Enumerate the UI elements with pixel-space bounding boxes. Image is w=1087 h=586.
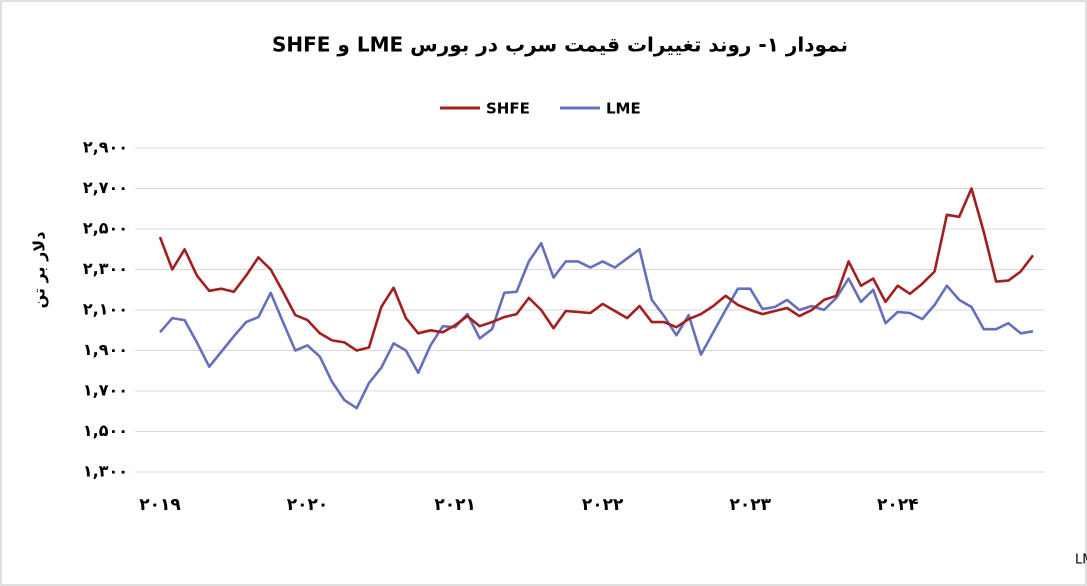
x-tick-label: ۲۰۲۰ [287, 495, 329, 515]
y-tick-label: ۲,۱۰۰ [83, 300, 128, 319]
source-note: منبع: LME & SHFE [1075, 553, 1087, 568]
x-tick-label: ۲۰۱۹ [139, 495, 181, 515]
y-tick-label: ۱,۳۰۰ [83, 462, 128, 481]
x-tick-label: ۲۰۲۳ [729, 495, 771, 515]
y-tick-label: ۱,۵۰۰ [83, 421, 128, 440]
series-line [158, 187, 1035, 352]
y-tick-label: ۲,۳۰۰ [83, 259, 128, 278]
chart-title: نمودار ۱- روند تغییرات قیمت سرب در بورس … [272, 33, 848, 57]
legend-label: LME [606, 100, 641, 118]
x-tick-label: ۲۰۲۴ [877, 495, 919, 515]
y-tick-label: ۲,۵۰۰ [83, 219, 128, 238]
y-tick-label: ۱,۷۰۰ [83, 381, 128, 400]
y-tick-label: ۱,۹۰۰ [83, 340, 128, 359]
x-tick-label: ۲۰۲۲ [582, 495, 624, 515]
y-axis-label: دلار بر تن [30, 232, 49, 309]
series-line [159, 241, 1034, 410]
legend-label: SHFE [486, 100, 530, 118]
y-tick-label: ۲,۷۰۰ [83, 178, 128, 197]
y-tick-label: ۲,۹۰۰ [83, 138, 128, 157]
x-tick-label: ۲۰۲۱ [434, 495, 476, 515]
